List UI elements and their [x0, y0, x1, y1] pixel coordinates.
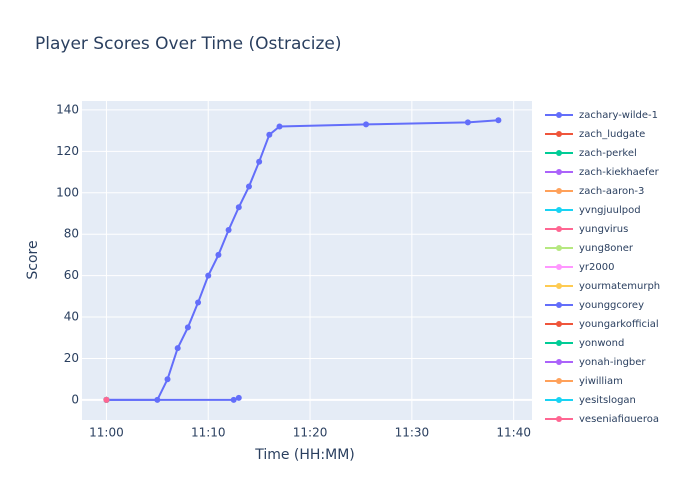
legend-item[interactable]: yungvirus: [545, 224, 628, 235]
data-point: [245, 183, 252, 190]
y-tick-label: 120: [56, 144, 79, 158]
legend-label: yr2000: [579, 262, 614, 273]
legend-swatch-marker: [556, 340, 562, 346]
legend-swatch-marker: [556, 150, 562, 156]
data-point: [276, 123, 283, 130]
legend-label: zach-aaron-3: [579, 186, 644, 197]
legend: zachary-wilde-1 zach_ludgate zach-perkel za…: [545, 110, 660, 425]
legend-label: younggcorey: [579, 300, 644, 311]
y-tick-label: 60: [64, 268, 79, 282]
legend-swatch-marker: [556, 378, 562, 384]
legend-swatch-marker: [556, 207, 562, 213]
x-tick-label: 11:20: [293, 426, 328, 440]
legend-swatch-marker: [556, 321, 562, 327]
y-tick-label: 140: [56, 102, 79, 116]
legend-label: yourmatemurph: [579, 281, 660, 292]
data-point: [230, 396, 237, 403]
data-point: [215, 251, 222, 258]
legend-item[interactable]: zach-perkel: [545, 148, 637, 159]
legend-item[interactable]: yung8oner: [545, 243, 634, 254]
legend-item[interactable]: yonwond: [545, 338, 624, 349]
data-point: [256, 158, 263, 165]
data-point: [205, 272, 212, 279]
x-tick-label: 11:10: [191, 426, 226, 440]
x-tick-label: 11:40: [496, 426, 531, 440]
legend-label: yvngjuulpod: [579, 205, 641, 216]
legend-label: yung8oner: [579, 243, 634, 254]
legend-label: zach-perkel: [579, 148, 637, 159]
legend-swatch-marker: [556, 397, 562, 403]
y-tick-label: 0: [71, 392, 79, 406]
legend-item[interactable]: yvngjuulpod: [545, 205, 641, 216]
legend-item[interactable]: yesenjafigueroa: [545, 414, 659, 425]
y-tick-label: 80: [64, 227, 79, 241]
legend-swatch-marker: [556, 283, 562, 289]
legend-item[interactable]: yiwilliam: [545, 376, 623, 387]
legend-swatch-marker: [556, 245, 562, 251]
legend-label: yesitslogan: [579, 395, 636, 406]
legend-swatch-marker: [556, 226, 562, 232]
legend-swatch-marker: [556, 112, 562, 118]
legend-swatch-marker: [556, 416, 562, 422]
legend-item[interactable]: zach-aaron-3: [545, 186, 644, 197]
data-point: [225, 227, 232, 234]
data-point: [164, 376, 171, 383]
legend-label: yonah-ingber: [579, 357, 646, 368]
data-point: [235, 204, 242, 211]
legend-label: youngarkofficial: [579, 319, 659, 330]
y-tick-label: 20: [64, 351, 79, 365]
data-point: [266, 131, 273, 138]
chart-title: Player Scores Over Time (Ostracize): [35, 34, 342, 54]
data-point: [464, 119, 471, 126]
legend-item[interactable]: youngarkofficial: [545, 319, 659, 330]
x-tick-label: 11:00: [89, 426, 124, 440]
data-point: [495, 117, 502, 124]
data-point: [174, 345, 181, 352]
x-tick-label: 11:30: [395, 426, 430, 440]
legend-swatch-marker: [556, 359, 562, 365]
plot-background: [82, 101, 532, 420]
data-point: [184, 324, 191, 331]
y-tick-label: 40: [64, 310, 79, 324]
legend-label: yonwond: [579, 338, 624, 349]
y-tick-label: 100: [56, 185, 79, 199]
legend-item[interactable]: zach_ludgate: [545, 129, 645, 140]
legend-swatch-marker: [556, 131, 562, 137]
data-point: [235, 394, 242, 401]
legend-label: zach_ludgate: [579, 129, 645, 140]
legend-item[interactable]: yonah-ingber: [545, 357, 646, 368]
legend-swatch-marker: [556, 169, 562, 175]
legend-swatch-marker: [556, 188, 562, 194]
legend-item[interactable]: yourmatemurph: [545, 281, 660, 292]
legend-item[interactable]: younggcorey: [545, 300, 644, 311]
legend-label: zach-kiekhaefer: [579, 167, 660, 178]
y-axis-title: Score: [25, 240, 41, 279]
legend-label: yesenjafigueroa: [579, 414, 659, 425]
traces: [103, 117, 502, 403]
data-point: [103, 396, 110, 403]
legend-item[interactable]: yr2000: [545, 262, 614, 273]
legend-swatch-marker: [556, 264, 562, 270]
legend-item[interactable]: yesitslogan: [545, 395, 636, 406]
legend-label: zachary-wilde-1: [579, 110, 658, 121]
data-point: [363, 121, 370, 128]
legend-item[interactable]: zach-kiekhaefer: [545, 167, 660, 178]
legend-swatch-marker: [556, 302, 562, 308]
x-axis-title: Time (HH:MM): [254, 447, 355, 463]
legend-item[interactable]: zachary-wilde-1: [545, 110, 658, 121]
legend-label: yiwilliam: [579, 376, 623, 387]
legend-label: yungvirus: [579, 224, 628, 235]
data-point: [195, 299, 202, 306]
